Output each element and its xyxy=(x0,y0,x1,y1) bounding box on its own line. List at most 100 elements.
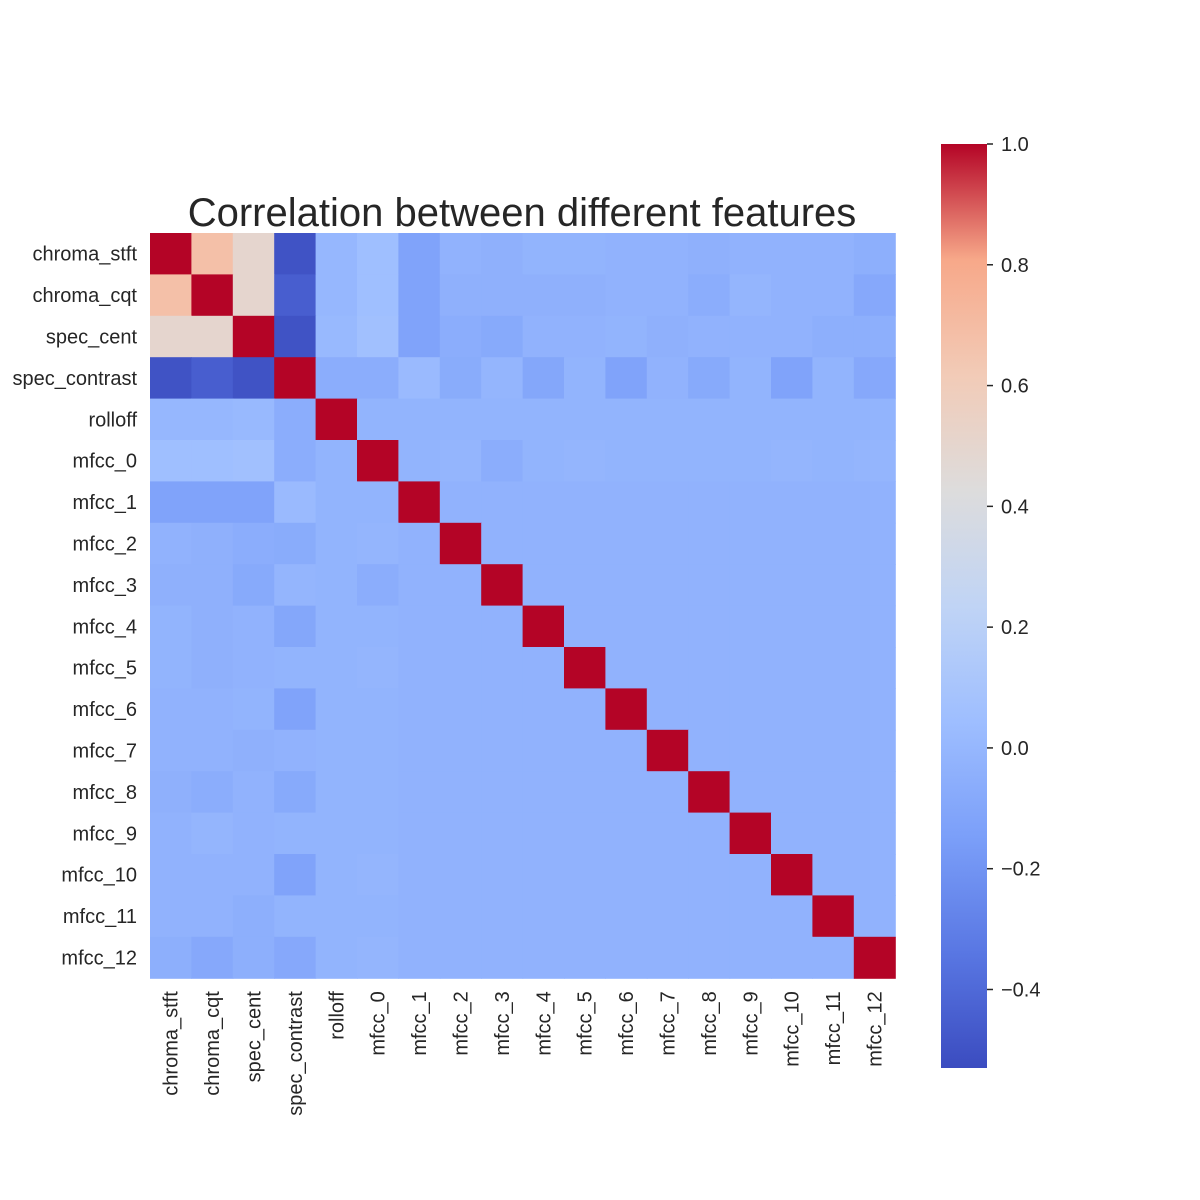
heatmap-cell-mfcc_5-chroma_cqt xyxy=(191,647,234,689)
heatmap-cell-mfcc_7-chroma_stft xyxy=(150,729,192,772)
heatmap-cell-mfcc_2-mfcc_1 xyxy=(398,522,441,565)
x-tick-labels: chroma_stft chroma_cqt spec_cent spec_contr… xyxy=(161,991,887,1116)
heatmap-cell-mfcc_11-mfcc_5 xyxy=(564,895,606,938)
y-tick-label: mfcc_7 xyxy=(73,741,137,763)
heatmap-cell-spec_contrast-rolloff xyxy=(315,357,358,400)
heatmap-cell-chroma_cqt-mfcc_10 xyxy=(771,274,813,317)
heatmap-cell-chroma_stft-mfcc_3 xyxy=(481,233,524,275)
heatmap-cell-mfcc_7-mfcc_3 xyxy=(481,729,524,772)
heatmap-cell-spec_cent-mfcc_2 xyxy=(439,315,482,358)
colorbar-tick-label: 0.8 xyxy=(1001,255,1029,277)
y-tick-label: spec_contrast xyxy=(12,368,137,390)
heatmap-cell-mfcc_1-rolloff xyxy=(315,481,358,524)
heatmap-cell-mfcc_3-mfcc_11 xyxy=(812,564,855,607)
colorbar-tick-label: 0.6 xyxy=(1001,376,1029,398)
heatmap-cell-mfcc_11-spec_cent xyxy=(232,895,275,938)
heatmap-cell-mfcc_8-mfcc_9 xyxy=(729,771,772,814)
heatmap-cell-mfcc_8-mfcc_11 xyxy=(812,771,855,814)
heatmap-cell-mfcc_12-chroma_stft xyxy=(150,936,192,979)
heatmap-cell-mfcc_5-spec_cent xyxy=(232,647,275,689)
heatmap-cell-mfcc_7-mfcc_1 xyxy=(398,729,441,772)
heatmap-cell-mfcc_3-mfcc_7 xyxy=(646,564,689,607)
colorbar-tick-label: 0.0 xyxy=(1001,738,1029,760)
heatmap-cell-mfcc_7-mfcc_10 xyxy=(771,729,813,772)
heatmap-cell-mfcc_9-mfcc_1 xyxy=(398,812,441,855)
y-tick-label: chroma_stft xyxy=(33,244,138,266)
heatmap-cell-spec_cent-mfcc_3 xyxy=(481,315,524,358)
y-tick-label: mfcc_9 xyxy=(73,823,137,845)
heatmap-cell-rolloff-mfcc_4 xyxy=(522,398,565,441)
heatmap-cell-mfcc_3-mfcc_2 xyxy=(439,564,482,607)
heatmap-cell-mfcc_0-mfcc_8 xyxy=(688,440,731,482)
heatmap-cell-mfcc_9-mfcc_12 xyxy=(853,812,896,855)
heatmap-cell-mfcc_10-chroma_stft xyxy=(150,854,192,896)
x-tick-label: mfcc_7 xyxy=(658,991,680,1055)
heatmap-cell-chroma_stft-mfcc_12 xyxy=(853,233,896,275)
heatmap-cell-mfcc_8-mfcc_12 xyxy=(853,771,896,814)
heatmap-cell-rolloff-mfcc_7 xyxy=(646,398,689,441)
heatmap-cell-mfcc_10-mfcc_10 xyxy=(771,854,813,896)
heatmap-cell-mfcc_10-mfcc_12 xyxy=(853,854,896,896)
heatmap-cell-mfcc_8-mfcc_10 xyxy=(771,771,813,814)
heatmap-cell-spec_cent-chroma_stft xyxy=(150,315,192,358)
heatmap-cell-mfcc_4-mfcc_7 xyxy=(646,605,689,648)
heatmap-cell-mfcc_3-mfcc_9 xyxy=(729,564,772,607)
y-tick-label: mfcc_5 xyxy=(73,658,137,680)
heatmap-cell-mfcc_12-mfcc_6 xyxy=(605,936,648,979)
heatmap-cell-spec_contrast-spec_cent xyxy=(232,357,275,400)
heatmap-cell-mfcc_5-mfcc_10 xyxy=(771,647,813,689)
heatmap-cell-chroma_cqt-rolloff xyxy=(315,274,358,317)
x-tick-label: mfcc_8 xyxy=(699,991,721,1055)
heatmap-cell-mfcc_6-mfcc_4 xyxy=(522,688,565,731)
heatmap-cells xyxy=(150,233,896,979)
heatmap-cell-mfcc_6-spec_cent xyxy=(232,688,275,731)
y-tick-label: mfcc_0 xyxy=(73,451,137,473)
heatmap-cell-mfcc_10-mfcc_8 xyxy=(688,854,731,896)
heatmap-cell-mfcc_9-mfcc_0 xyxy=(357,812,399,855)
heatmap-cell-mfcc_8-mfcc_1 xyxy=(398,771,441,814)
heatmap-cell-mfcc_3-mfcc_3 xyxy=(481,564,524,607)
x-tick-label: chroma_stft xyxy=(161,991,183,1096)
y-tick-label: spec_cent xyxy=(46,327,138,349)
heatmap-cell-spec_cent-mfcc_8 xyxy=(688,315,731,358)
heatmap-cell-mfcc_10-mfcc_11 xyxy=(812,854,855,896)
heatmap-cell-mfcc_10-chroma_cqt xyxy=(191,854,234,896)
heatmap-cell-spec_contrast-chroma_cqt xyxy=(191,357,234,400)
heatmap-cell-mfcc_3-mfcc_6 xyxy=(605,564,648,607)
heatmap-cell-mfcc_8-mfcc_6 xyxy=(605,771,648,814)
heatmap-cell-chroma_cqt-spec_cent xyxy=(232,274,275,317)
heatmap-cell-mfcc_0-mfcc_10 xyxy=(771,440,813,482)
heatmap-cell-mfcc_3-mfcc_10 xyxy=(771,564,813,607)
heatmap-cell-mfcc_11-mfcc_9 xyxy=(729,895,772,938)
heatmap-cell-mfcc_9-mfcc_3 xyxy=(481,812,524,855)
heatmap-cell-spec_cent-mfcc_5 xyxy=(564,315,606,358)
heatmap-cell-mfcc_0-spec_contrast xyxy=(274,440,317,482)
heatmap-cell-spec_contrast-mfcc_11 xyxy=(812,357,855,400)
heatmap-cell-spec_contrast-mfcc_2 xyxy=(439,357,482,400)
heatmap-cell-mfcc_1-chroma_stft xyxy=(150,481,192,524)
heatmap-cell-mfcc_0-mfcc_11 xyxy=(812,440,855,482)
colorbar-tick-label: 1.0 xyxy=(1001,134,1029,156)
heatmap-cell-mfcc_0-mfcc_3 xyxy=(481,440,524,482)
heatmap-cell-mfcc_9-spec_contrast xyxy=(274,812,317,855)
heatmap-cell-mfcc_4-mfcc_12 xyxy=(853,605,896,648)
heatmap-cell-mfcc_6-mfcc_11 xyxy=(812,688,855,731)
heatmap-cell-mfcc_7-mfcc_12 xyxy=(853,729,896,772)
heatmap-cell-mfcc_11-spec_contrast xyxy=(274,895,317,938)
heatmap-cell-mfcc_4-mfcc_6 xyxy=(605,605,648,648)
heatmap-cell-mfcc_12-mfcc_12 xyxy=(853,936,896,979)
heatmap-cell-mfcc_6-chroma_cqt xyxy=(191,688,234,731)
heatmap-cell-mfcc_4-spec_contrast xyxy=(274,605,317,648)
x-tick-label: mfcc_4 xyxy=(533,991,555,1055)
heatmap-cell-mfcc_1-chroma_cqt xyxy=(191,481,234,524)
heatmap-cell-mfcc_6-chroma_stft xyxy=(150,688,192,731)
x-tick-label: mfcc_9 xyxy=(740,991,762,1055)
heatmap-cell-mfcc_11-mfcc_2 xyxy=(439,895,482,938)
heatmap-cell-mfcc_12-mfcc_3 xyxy=(481,936,524,979)
heatmap-cell-mfcc_6-mfcc_12 xyxy=(853,688,896,731)
heatmap-cell-spec_cent-mfcc_6 xyxy=(605,315,648,358)
heatmap-cell-mfcc_5-mfcc_4 xyxy=(522,647,565,689)
heatmap-cell-mfcc_2-rolloff xyxy=(315,522,358,565)
heatmap-cell-chroma_cqt-mfcc_5 xyxy=(564,274,606,317)
